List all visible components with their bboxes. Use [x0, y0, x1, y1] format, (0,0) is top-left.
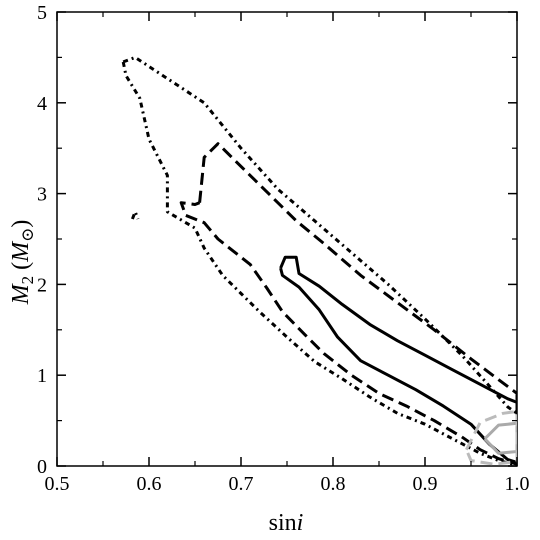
- y-tick-label: 3: [37, 184, 47, 206]
- x-tick-label: 1.0: [505, 473, 530, 495]
- tick-labels: 0.5 0.6 0.7 0.8 0.9 1.0 0 1 2 3 4 5: [37, 2, 530, 495]
- y-tick-label: 0: [37, 456, 47, 478]
- axis-ticks: [56, 11, 518, 467]
- x-tick-label: 0.6: [137, 473, 162, 495]
- contour-secondary-solid: [483, 421, 517, 455]
- plot-frame: [56, 11, 518, 467]
- x-tick-label: 0.5: [45, 473, 70, 495]
- contour-outer: [121, 55, 517, 466]
- contour-isolated-outer: [131, 210, 140, 220]
- contour-middle: [179, 142, 517, 466]
- contour-lines: [121, 55, 517, 466]
- y-tick-label: 5: [37, 2, 47, 24]
- x-tick-label: 0.9: [413, 473, 438, 495]
- y-axis-label: M2 (M⊙): [8, 220, 37, 306]
- y-tick-label: 1: [37, 365, 47, 387]
- contour-innermost: [279, 255, 517, 464]
- y-tick-label: 4: [37, 93, 47, 115]
- plot-area: [56, 11, 518, 467]
- x-tick-label: 0.8: [321, 473, 346, 495]
- x-axis-label: sini: [269, 510, 304, 536]
- x-tick-label: 0.7: [229, 473, 254, 495]
- y-tick-label: 2: [37, 274, 47, 296]
